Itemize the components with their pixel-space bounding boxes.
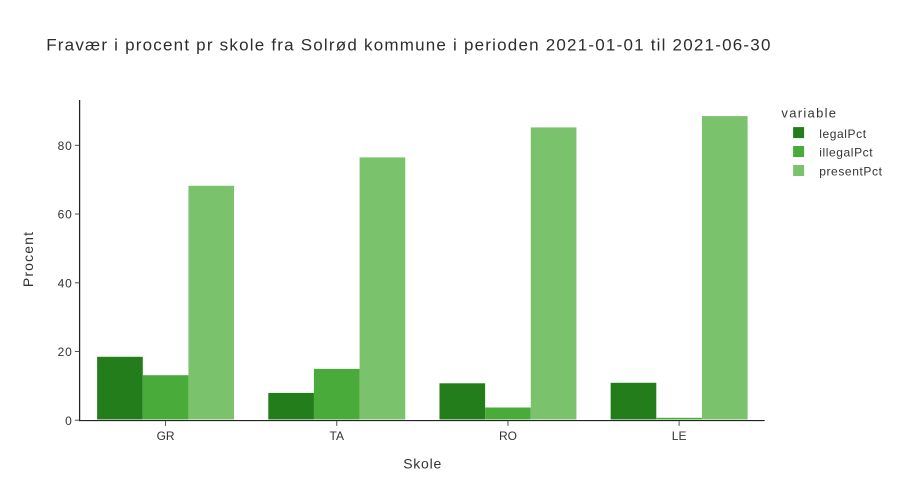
svg-text:80: 80 [58,139,73,153]
svg-text:40: 40 [58,277,73,291]
svg-text:variable: variable [781,105,837,120]
svg-text:TA: TA [330,429,344,443]
svg-text:Fravær i procent pr skole fra: Fravær i procent pr skole fra Solrød kom… [46,35,771,54]
svg-text:RO: RO [499,429,517,443]
svg-text:presentPct: presentPct [819,165,882,179]
svg-text:60: 60 [58,208,73,222]
svg-text:GR: GR [157,429,175,443]
svg-text:LE: LE [672,429,687,443]
svg-text:20: 20 [58,345,73,359]
svg-text:Skole: Skole [403,455,442,471]
svg-text:0: 0 [65,414,72,428]
svg-text:Procent: Procent [20,231,36,287]
svg-text:illegalPct: illegalPct [819,146,873,160]
svg-text:legalPct: legalPct [819,127,867,141]
